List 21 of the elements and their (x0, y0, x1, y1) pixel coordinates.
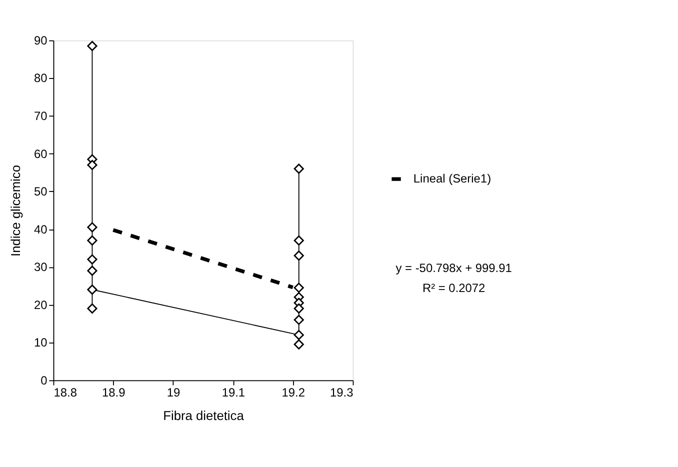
x-tick-label: 18.9 (102, 385, 126, 400)
y-tick-label: 70 (34, 109, 48, 124)
y-tick-label: 40 (34, 222, 48, 236)
y-tick-label: 20 (34, 298, 48, 312)
y-tick-label: 90 (34, 33, 48, 48)
y-tick-label: 30 (34, 260, 48, 274)
text: R² = 0.2072 (422, 281, 486, 296)
x-tick-label: 19.3 (330, 385, 354, 400)
x-tick-label: 19.2 (282, 385, 306, 400)
y-tick-label: 50 (34, 184, 48, 199)
y-tick-label: 0 (40, 373, 48, 388)
legend-label: Lineal (Serie1) (413, 172, 492, 186)
y-tick-label: 80 (34, 71, 48, 86)
x-tick-label: 19 (166, 385, 181, 400)
y-axis-title: Indice glicemico (8, 165, 24, 257)
y-tick-label: 10 (34, 336, 48, 350)
text: y = -50.798x + 999.91 (396, 260, 512, 275)
y-tick-label: 60 (34, 146, 48, 161)
x-tick-label: 18.8 (54, 385, 78, 400)
x-axis-title: Fibra dietetica (163, 408, 245, 424)
x-tick-label: 19.1 (222, 385, 246, 400)
